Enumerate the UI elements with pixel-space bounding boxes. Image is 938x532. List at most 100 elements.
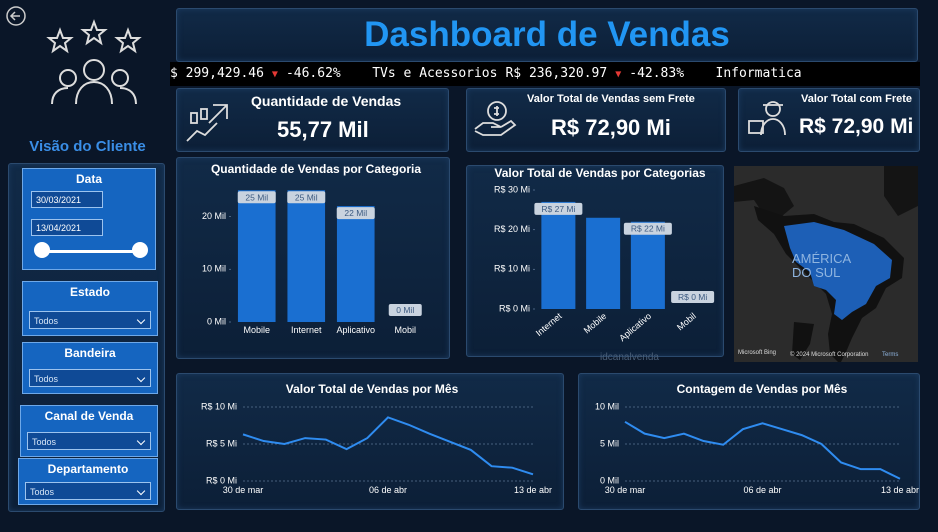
x-tick-label: 06 de abr [369,485,407,495]
x-tick-label: Mobil [394,325,416,335]
value-label-box [623,222,672,235]
y-tick-label: 5 Mil [600,438,619,448]
date-end[interactable]: 13/04/2021 [31,219,103,236]
date-filter: Data 30/03/2021 13/04/2021 [22,168,156,270]
card-icon [748,101,786,136]
ticker-change: -42.83% [629,66,685,81]
dropdown[interactable]: Todos [29,369,151,387]
bar [237,190,276,322]
value-label: 25 Mil [245,192,268,202]
map-terms[interactable]: Terms [882,352,899,358]
date-start[interactable]: 30/03/2021 [31,191,103,208]
y-tick-label: R$ 10 Mi [494,264,530,274]
x-tick-label: 13 de abr [881,485,919,495]
x-tick-label: Mobile [582,311,609,336]
bar [287,190,326,322]
channel-filter: Canal de Venda Todos [20,405,158,457]
sidebar-title: Visão do Cliente [29,138,146,155]
line [242,416,534,476]
page-title: Dashboard de Vendas [364,15,730,54]
value-label: R$ 27 Mi [541,204,575,214]
y-tick-label: 20 Mil [202,211,226,221]
ticker-name: Informatica [715,66,802,81]
value-label-box [237,191,276,204]
x-tick-label: Aplicativo [617,311,653,343]
card-value: 55,77 Mil [277,117,369,142]
ticker-name: TVs e Acessorios [372,66,498,81]
down-arrow: ▼ [615,69,622,80]
map-label: AMÉRICA DO SUL [792,251,851,280]
x-tick-label: 06 de abr [743,485,781,495]
filter-label: Data [75,172,102,186]
value-label-box [388,304,422,316]
kpi-card: Valor Total de Vendas sem Frete R$ 72,90… [466,88,726,152]
dropdown[interactable]: Todos [25,482,151,500]
slider-handle[interactable] [34,242,50,258]
y-tick-label: R$ 30 Mi [494,184,530,194]
dropdown[interactable]: Todos [29,311,151,329]
slider-track [43,250,141,253]
x-tick-label: Mobil [675,311,698,332]
filter-label: Bandeira [64,346,116,360]
department-filter: Departamento Todos [18,458,158,505]
value-label-box [671,291,715,303]
map[interactable]: AMÉRICA DO SUL Microsoft Bing © 2024 Mic… [734,166,918,362]
header: Dashboard de Vendas [176,8,918,62]
filter-label: Canal de Venda [44,409,134,423]
x-tick-label: Mobile [243,325,270,335]
bar [336,206,375,322]
x-tick-label: 30 de mar [223,485,264,495]
map-attribution: © 2024 Microsoft Corporation [790,352,869,358]
customer-icon [46,19,142,105]
ticker-change: -46.62% [285,66,341,81]
y-tick-label: R$ 5 Mi [206,438,237,448]
state-filter: Estado Todos [22,281,158,336]
back-button[interactable] [5,5,27,27]
filter-label: Estado [69,285,110,299]
ticker: $ 299,429.46 ▼ -46.62% TVs e Acessorios R$ … [170,62,920,86]
x-tick-label: 13 de abr [514,485,552,495]
value-label: 0 Mil [396,305,414,315]
y-tick-label: R$ 10 Mi [201,401,237,411]
chart-title: Valor Total de Vendas por Mês [286,382,459,396]
bar [541,201,576,309]
chart-title: Contagem de Vendas por Mês [677,382,848,396]
filter-label: Departamento [47,462,129,476]
card-label: Valor Total com Frete [801,93,913,105]
card-label: Quantidade de Vendas [251,93,402,109]
card-icon [474,101,517,136]
ticker-value: $ 299,429.46 [170,66,264,81]
value-label: 25 Mil [295,192,318,202]
card-value: R$ 72,90 Mi [799,115,914,138]
down-arrow: ▼ [271,69,278,80]
y-tick-label: 10 Mil [595,401,619,411]
y-tick-label: 10 Mil [202,264,226,274]
map-shapes [734,166,918,362]
y-tick-label: 0 Mil [207,316,226,326]
x-tick-label: Internet [291,325,322,335]
x-tick-label: 30 de mar [605,485,646,495]
kpi-card: Quantidade de Vendas 55,77 Mil [176,88,449,152]
dropdown[interactable]: Todos [27,432,151,450]
y-tick-label: R$ 0 Mi [206,475,237,485]
card-label: Valor Total de Vendas sem Frete [527,93,695,105]
bar [586,217,621,309]
value-label: R$ 0 Mi [678,292,707,302]
card-value: R$ 72,90 Mi [551,115,671,140]
value-label-box [336,207,375,220]
flag-filter: Bandeira Todos [22,342,158,394]
bar [630,221,665,309]
chart-panel [578,373,920,510]
chart-title: Quantidade de Vendas por Categoria [211,162,421,176]
chart-panel [176,373,564,510]
y-tick-label: R$ 0 Mi [499,303,530,313]
value-label-box [287,191,326,204]
map-brand: Microsoft Bing [738,350,777,356]
slider-handle[interactable] [132,242,148,258]
value-label: 22 Mil [344,208,367,218]
card-icon [186,104,228,142]
line [624,420,901,480]
x-tick-label: Internet [534,311,564,339]
